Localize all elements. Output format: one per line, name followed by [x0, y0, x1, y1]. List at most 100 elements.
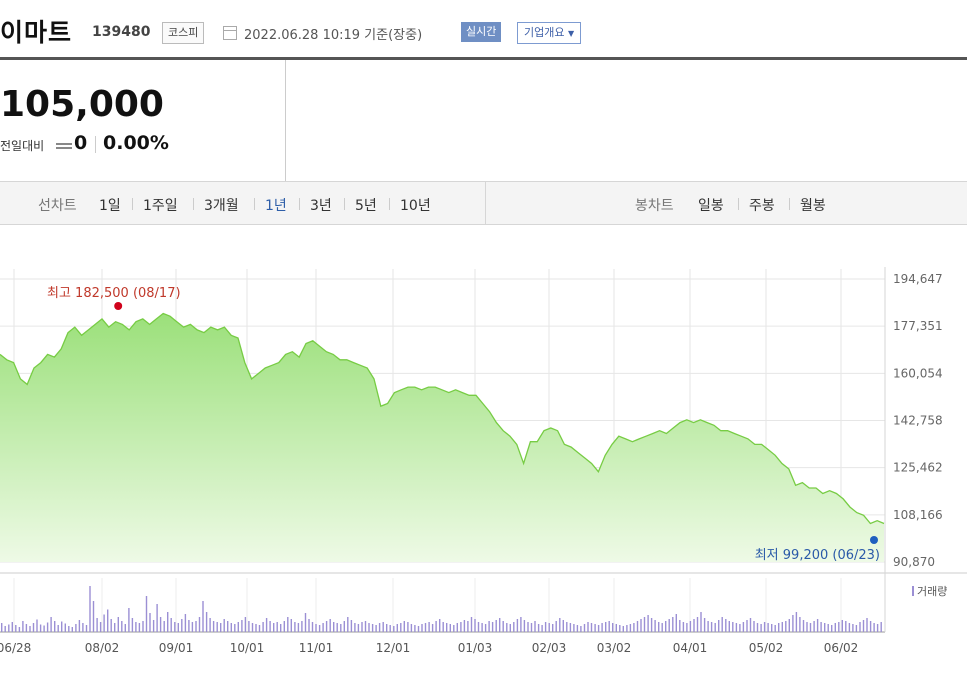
volume-bar: [4, 626, 6, 632]
volume-bar: [315, 624, 317, 632]
volume-bar: [117, 617, 119, 632]
volume-bar: [216, 622, 218, 632]
volume-bar: [453, 625, 455, 632]
tab-separator: [132, 198, 133, 210]
volume-bar: [333, 622, 335, 632]
volume-bar: [516, 619, 519, 632]
volume-bar: [280, 624, 282, 632]
volume-bar: [615, 624, 617, 632]
price-area: [0, 313, 884, 562]
tab-3years[interactable]: 3년: [310, 198, 332, 214]
volume-bar: [749, 618, 752, 632]
tab-1day[interactable]: 1일: [99, 198, 121, 214]
price-panel: 105,000 전일대비 0 0.00%: [0, 60, 286, 181]
stock-header: 이마트 139480 코스피 2022.06.28 10:19 기준(장중) 실…: [0, 0, 967, 58]
volume-bar: [841, 620, 843, 632]
x-tick-label: 10/01: [230, 641, 265, 655]
volume-bar: [725, 619, 727, 632]
volume-bar: [181, 619, 183, 632]
volume-bar: [802, 620, 805, 632]
volume-bar: [96, 618, 98, 632]
volume-bar: [149, 613, 151, 632]
candle-chart-label: 봉차트: [635, 198, 674, 214]
volume-bar: [534, 621, 536, 632]
volume-bar: [435, 621, 437, 632]
price-line: [0, 312, 885, 525]
tab-5years[interactable]: 5년: [355, 198, 377, 214]
volume-bar: [22, 621, 24, 632]
volume-bar: [665, 621, 667, 632]
volume-bar: [262, 622, 264, 632]
volume-bar: [880, 622, 882, 632]
volume-bar: [276, 622, 278, 632]
tab-10years[interactable]: 10년: [400, 198, 431, 214]
market-badge: 코스피: [162, 22, 205, 44]
header-divider: [0, 57, 967, 60]
min-annotation: 최저 99,200 (06/23): [755, 548, 880, 563]
volume-bar: [322, 623, 324, 632]
volume-bar: [491, 622, 494, 632]
volume-bar: [54, 621, 56, 632]
volume-bar: [788, 619, 790, 632]
volume-bar: [36, 619, 38, 632]
volume-bar: [145, 596, 148, 632]
volume-bar: [61, 621, 63, 632]
tab-separator: [344, 198, 345, 210]
volume-bar: [488, 621, 490, 632]
volume-bar: [424, 623, 427, 632]
tab-1year[interactable]: 1년: [265, 198, 287, 214]
volume-bar: [760, 624, 762, 632]
volume-bar: [544, 622, 547, 632]
tab-weekly-candle[interactable]: 주봉: [749, 198, 775, 214]
tab-monthly-candle[interactable]: 월봉: [800, 198, 826, 214]
volume-bar: [273, 623, 275, 632]
volume-bar: [82, 623, 84, 632]
volume-bar: [414, 625, 416, 632]
tab-1week[interactable]: 1주일: [143, 198, 178, 214]
volume-bar: [212, 621, 215, 632]
volume-bar: [640, 619, 642, 632]
volume-bar: [873, 623, 875, 632]
volume-bar: [675, 614, 677, 632]
volume-bar: [329, 619, 331, 632]
volume-bar: [237, 622, 239, 632]
volume-bar: [703, 618, 706, 632]
volume-bar: [234, 624, 236, 632]
volume-bar: [202, 601, 204, 632]
tab-daily-candle[interactable]: 일봉: [698, 198, 724, 214]
realtime-button[interactable]: 실시간: [461, 22, 502, 42]
volume-bar: [721, 617, 723, 632]
volume-bar: [838, 622, 840, 632]
y-axis-labels: 194,647 177,351 160,054 142,758 125,462 108,1…: [893, 272, 943, 569]
volume-bar: [177, 623, 179, 632]
volume-bar: [559, 618, 561, 632]
tab-separator: [254, 198, 255, 210]
volume-bar: [679, 620, 681, 632]
volume-bar: [403, 621, 405, 632]
volume-bar: [541, 625, 543, 632]
company-info-dropdown[interactable]: 기업개요 ▼: [517, 22, 582, 44]
volume-bar: [442, 622, 444, 632]
volume-bar: [506, 623, 508, 632]
y-tick-label: 142,758: [893, 414, 943, 428]
volume-bar: [78, 620, 81, 632]
volume-bar: [368, 623, 370, 632]
volume-bar: [446, 623, 448, 632]
volume-bar: [753, 621, 755, 632]
volume-bar: [191, 622, 194, 632]
volume-bar: [114, 623, 116, 632]
tab-separator: [389, 198, 390, 210]
volume-bar: [361, 622, 363, 632]
volume-bar: [710, 622, 713, 632]
volume-bar: [693, 619, 695, 632]
volume-bar: [11, 622, 13, 632]
volume-bar: [735, 623, 738, 632]
tab-3months[interactable]: 3개월: [204, 198, 239, 214]
volume-bar: [668, 619, 670, 632]
volume-bar: [170, 618, 172, 632]
volume-bar: [619, 625, 621, 632]
volume-bar: [64, 623, 66, 632]
volume-bar: [495, 620, 497, 632]
volume-bar: [530, 623, 533, 632]
volume-bar: [650, 618, 653, 632]
